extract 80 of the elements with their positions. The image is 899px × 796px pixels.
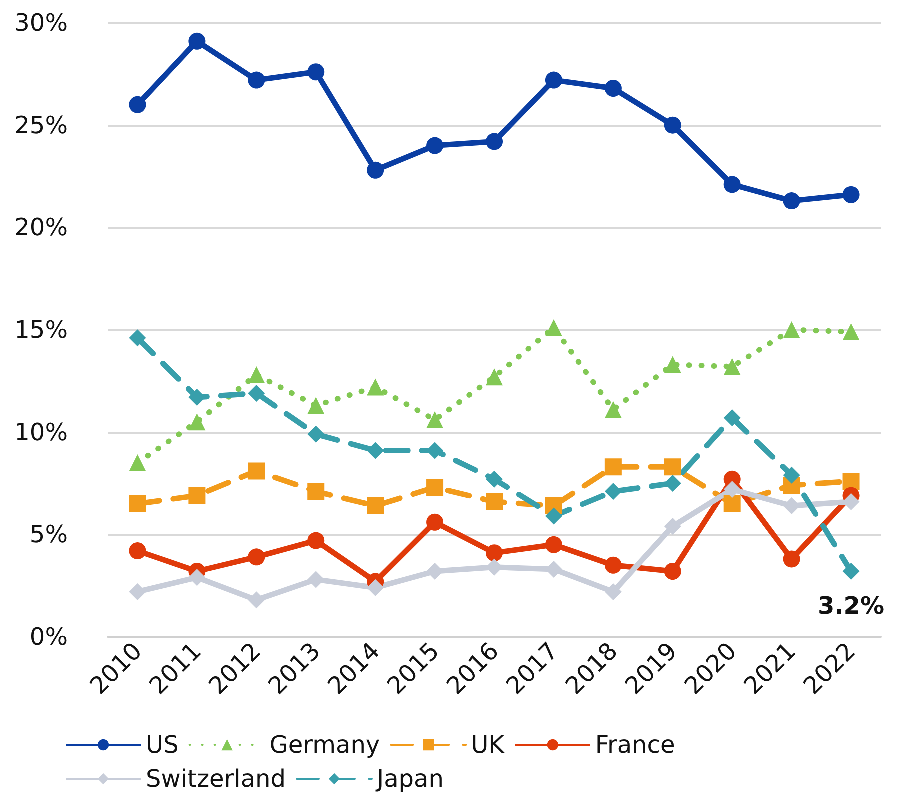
point [248,592,266,609]
point [486,493,503,510]
point [367,378,384,396]
point [545,319,562,336]
point [367,579,384,596]
point [308,397,325,414]
point [367,442,384,460]
point [604,483,622,500]
point [129,495,146,512]
point [664,116,682,134]
point [842,186,860,204]
point [248,462,266,480]
point [724,176,741,194]
y-tick-label: 5% [30,520,68,549]
y-tick-label: 25% [14,111,68,140]
point [129,542,146,560]
point [604,401,622,418]
point [308,64,325,81]
point [367,498,384,515]
legend-label: Germany [270,731,380,759]
point [486,368,503,386]
y-tick-label: 20% [14,214,68,242]
legend-label: US [146,731,179,759]
legend-label: Switzerland [146,765,286,793]
point [783,192,800,210]
point [188,414,206,431]
point [426,514,444,531]
legend-label: UK [471,731,506,759]
point [248,366,266,384]
data-label: 3.2% [818,592,885,620]
point [604,583,622,600]
point [248,384,266,402]
point [545,72,562,89]
point [604,556,622,574]
point [604,80,622,97]
point [664,563,682,580]
point [724,410,741,427]
point [842,493,860,510]
point [129,330,146,347]
point [664,356,682,374]
point [783,550,800,568]
point [129,583,146,600]
point [783,322,800,338]
y-tick-label: 10% [14,418,68,446]
point [664,458,682,476]
point [426,412,444,429]
point [426,137,444,154]
point [188,569,206,586]
point [724,358,741,376]
point [248,72,266,89]
point [486,133,503,150]
point [842,563,860,580]
point [426,479,444,496]
point [367,162,384,179]
point [842,324,860,341]
point [486,470,503,488]
y-tick-label: 15% [14,316,68,344]
point [545,536,562,554]
point [545,508,562,525]
point [188,32,206,50]
y-tick-label: 30% [14,9,68,37]
point [248,548,266,566]
point [308,426,325,443]
legend-label: France [595,731,676,759]
point [724,481,741,498]
point [188,487,206,504]
legend-label: Japan [374,765,444,793]
point [664,518,682,535]
point [308,483,325,500]
point [604,458,622,476]
point [129,96,146,114]
point [664,475,682,492]
point [308,571,325,588]
point [486,544,503,562]
point [842,472,860,490]
point [308,532,325,550]
point [129,454,146,472]
point [783,466,800,484]
point [724,495,741,512]
y-tick-label: 0% [30,623,68,651]
